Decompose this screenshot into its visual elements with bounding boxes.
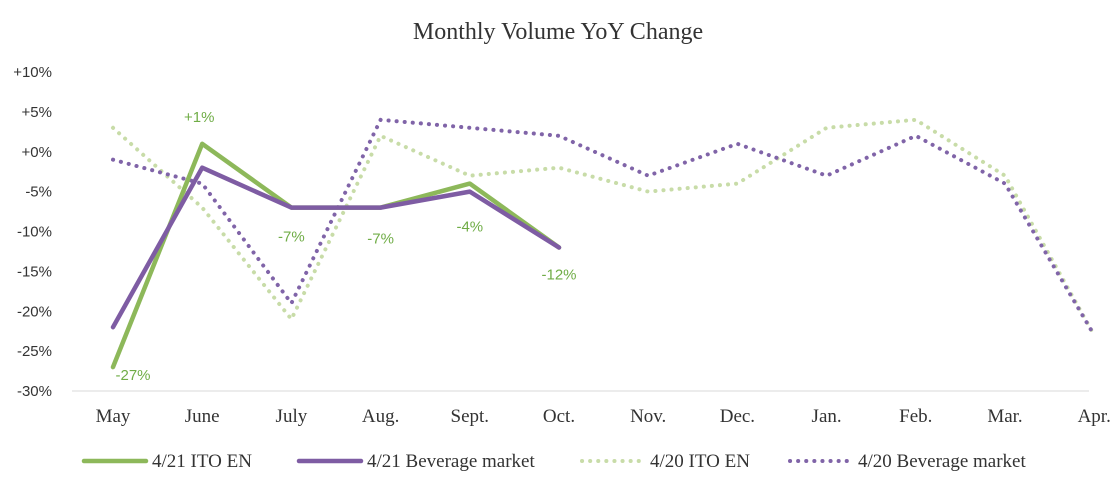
y-tick-label: -5% bbox=[25, 184, 52, 201]
x-tick-label: Jan. bbox=[812, 406, 842, 427]
y-tick-label: -25% bbox=[17, 343, 52, 360]
x-tick-label: July bbox=[276, 406, 308, 427]
data-labels: -27% +1% -7% -7% -4% -12% bbox=[115, 109, 576, 384]
series-lines bbox=[110, 117, 1097, 370]
x-tick-label: Aug. bbox=[362, 406, 399, 427]
x-tick-label: May bbox=[96, 406, 131, 427]
y-tick-label: -30% bbox=[17, 383, 52, 400]
y-tick-label: +5% bbox=[22, 104, 52, 121]
data-label: -27% bbox=[115, 367, 150, 384]
y-tick-label: -10% bbox=[17, 224, 52, 241]
x-tick-label: Mar. bbox=[987, 406, 1022, 427]
x-tick-label: Feb. bbox=[899, 406, 932, 427]
x-tick-label: June bbox=[185, 406, 220, 427]
x-tick-label: Dec. bbox=[720, 406, 755, 427]
legend: 4/21 ITO EN 4/21 Beverage market 4/20 ITO … bbox=[81, 451, 1026, 472]
legend-label: 4/21 Beverage market bbox=[367, 451, 535, 472]
y-tick-label: +10% bbox=[13, 64, 52, 81]
legend-label: 4/20 Beverage market bbox=[858, 451, 1026, 472]
legend-label: 4/20 ITO EN bbox=[650, 451, 750, 472]
series-line bbox=[111, 117, 1097, 338]
data-label: +1% bbox=[184, 109, 214, 126]
data-label: -7% bbox=[367, 231, 394, 248]
x-tick-label: Sept. bbox=[451, 406, 490, 427]
x-tick-label: Oct. bbox=[543, 406, 575, 427]
data-label: -7% bbox=[278, 229, 305, 246]
chart-title: Monthly Volume YoY Change bbox=[413, 19, 703, 45]
data-label: -4% bbox=[456, 219, 483, 236]
y-axis-ticks: +10% +5% +0% -5% -10% -15% -20% -25% -30% bbox=[13, 64, 52, 400]
y-tick-label: +0% bbox=[22, 144, 52, 161]
x-axis-ticks: May June July Aug. Sept. Oct. Nov. Dec. Jan. Feb.… bbox=[96, 406, 1111, 427]
series-line bbox=[110, 165, 562, 330]
legend-label: 4/21 ITO EN bbox=[152, 451, 252, 472]
series-line bbox=[110, 141, 562, 370]
x-tick-label: Apr. bbox=[1078, 406, 1111, 427]
y-tick-label: -15% bbox=[17, 263, 52, 280]
data-label: -12% bbox=[541, 266, 576, 283]
x-tick-label: Nov. bbox=[630, 406, 666, 427]
y-tick-label: -20% bbox=[17, 303, 52, 320]
